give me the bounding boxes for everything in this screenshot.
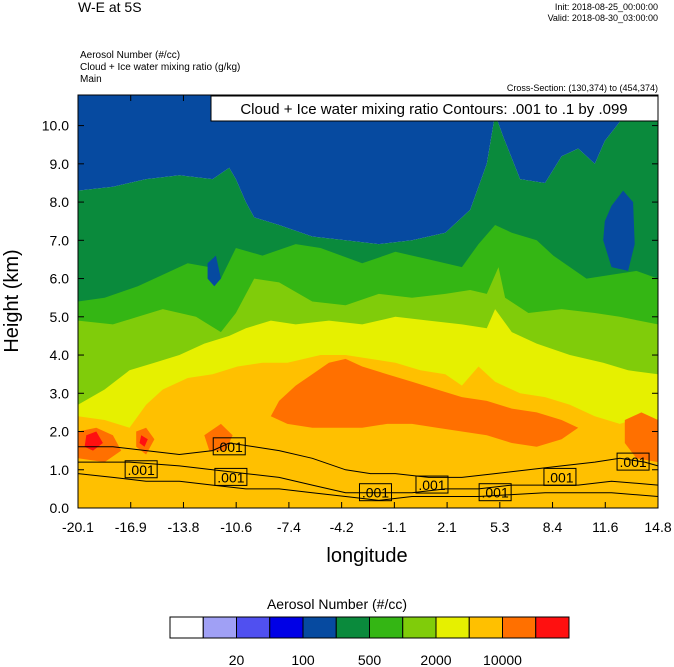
colorbar-swatch-10 [502, 616, 537, 639]
x-tick-label-1: -16.9 [115, 519, 147, 535]
cross-section-label: Cross-Section: (130,374) to (454,374) [506, 83, 658, 93]
fill-band-12 [78, 95, 658, 245]
y-axis-title: Height (km) [1, 249, 23, 352]
colorbar-swatch-5 [335, 616, 370, 639]
contour-label-box-2 [214, 467, 248, 486]
y-tick-label-8: 8.0 [50, 194, 70, 210]
plot-title: W-E at 5S [78, 0, 142, 15]
x-tick-label-7: 2.1 [437, 519, 457, 535]
colorbar-swatch-11 [535, 616, 570, 639]
y-tick-label-6: 6.0 [50, 271, 70, 287]
valid-time: Valid: 2018-08-30_03:00:00 [547, 13, 658, 23]
x-tick-label-11: 14.8 [644, 519, 671, 535]
contour-info-text: Cloud + Ice water mixing ratio Contours:… [240, 101, 627, 118]
contour-label-2: .001 [217, 469, 244, 485]
contour-label-7: .001 [619, 454, 646, 470]
contour-label-0: .001 [216, 439, 243, 455]
colorbar-swatch-0 [169, 616, 204, 639]
colorbar-swatch-9 [468, 616, 503, 639]
y-tick-label-7: 7.0 [50, 232, 70, 248]
plot-frame [77, 94, 659, 509]
fill-band-8 [204, 423, 233, 451]
y-tick-label-9: 9.0 [50, 156, 70, 172]
colorbar-label-1: 100 [291, 652, 315, 667]
variable-label-aerosol: Aerosol Number (#/cc) [80, 50, 181, 61]
y-tick-label-5: 5.0 [50, 309, 70, 325]
x-tick-label-3: -10.6 [220, 519, 252, 535]
y-tick-label-2: 2.0 [50, 424, 70, 440]
colorbar-label-0: 20 [229, 652, 245, 667]
x-tick-label-0: -20.1 [62, 519, 94, 535]
contour-label-box-0 [212, 437, 246, 456]
x-tick-label-5: -4.2 [330, 519, 354, 535]
y-tick-label-3: 3.0 [50, 385, 70, 401]
colorbar-label-3: 2000 [420, 652, 451, 667]
contour-label-box-4 [415, 475, 449, 494]
x-tick-label-9: 8.4 [543, 519, 563, 535]
x-tick-label-10: 11.6 [592, 519, 618, 535]
contour-label-box-3 [358, 483, 392, 502]
colorbar-title: Aerosol Number (#/cc) [266, 596, 408, 612]
contour-line-0 [78, 442, 658, 478]
contour-info-box-frame [210, 95, 659, 122]
fill-band-10 [84, 431, 103, 451]
x-axis-title: longitude [326, 545, 407, 567]
contour-info-box: Cloud + Ice water mixing ratio Contours:… [210, 95, 659, 122]
fill-band-5 [270, 358, 579, 447]
variable-label-main: Main [80, 74, 102, 85]
fill-band-14 [207, 255, 221, 287]
x-tick-label-6: -1.1 [382, 519, 406, 535]
init-time: Init: 2018-08-25_00:00:00 [554, 2, 658, 12]
contour-line-2 [78, 473, 658, 501]
colorbar: 20 100 500 2000 10000 [169, 616, 570, 667]
axes: -20.1 -16.9 -13.8 -10.6 -7.4 -4.2 -1.1 2.1 5.3 8.… [42, 95, 672, 535]
contour-label-box-5 [478, 483, 512, 502]
colorbar-swatch-2 [236, 616, 271, 639]
contour-label-box-1 [124, 460, 158, 479]
x-tick-label-2: -13.8 [167, 519, 199, 535]
variable-label-cloud-ice: Cloud + Ice water mixing ratio (g/kg) [80, 62, 241, 73]
fill-band-11 [139, 435, 148, 447]
y-tick-label-0: 0.0 [50, 500, 70, 516]
fill-band-4 [78, 355, 658, 508]
colorbar-label-2: 500 [358, 652, 382, 667]
contour-label-3: .001 [362, 485, 389, 501]
contour-label-1: .001 [128, 462, 155, 478]
colorbar-swatch-3 [269, 616, 304, 639]
x-tick-label-4: -7.4 [277, 519, 301, 535]
fill-band-13 [603, 190, 635, 271]
contour-label-box-6 [543, 467, 577, 486]
colorbar-swatch-4 [302, 616, 337, 639]
contour-label-4: .001 [418, 477, 445, 493]
contour-labels: .001 .001 .001 .001 .001 .001 .001 .001 [124, 437, 650, 502]
contour-label-box-7 [616, 452, 650, 471]
filled-contours [78, 95, 658, 508]
y-tick-label-4: 4.0 [50, 347, 70, 363]
colorbar-swatch-8 [435, 616, 470, 639]
colorbar-swatch-6 [369, 616, 404, 639]
colorbar-label-4: 10000 [483, 652, 522, 667]
y-tick-label-1: 1.0 [50, 462, 70, 478]
y-tick-label-10: 10.0 [42, 118, 69, 134]
colorbar-swatch-7 [402, 616, 437, 639]
x-tick-label-8: 5.3 [490, 519, 510, 535]
contour-label-5: .001 [482, 485, 509, 501]
fill-band-9 [624, 412, 658, 463]
colorbar-swatch-1 [202, 616, 237, 639]
contour-label-6: .001 [546, 469, 573, 485]
